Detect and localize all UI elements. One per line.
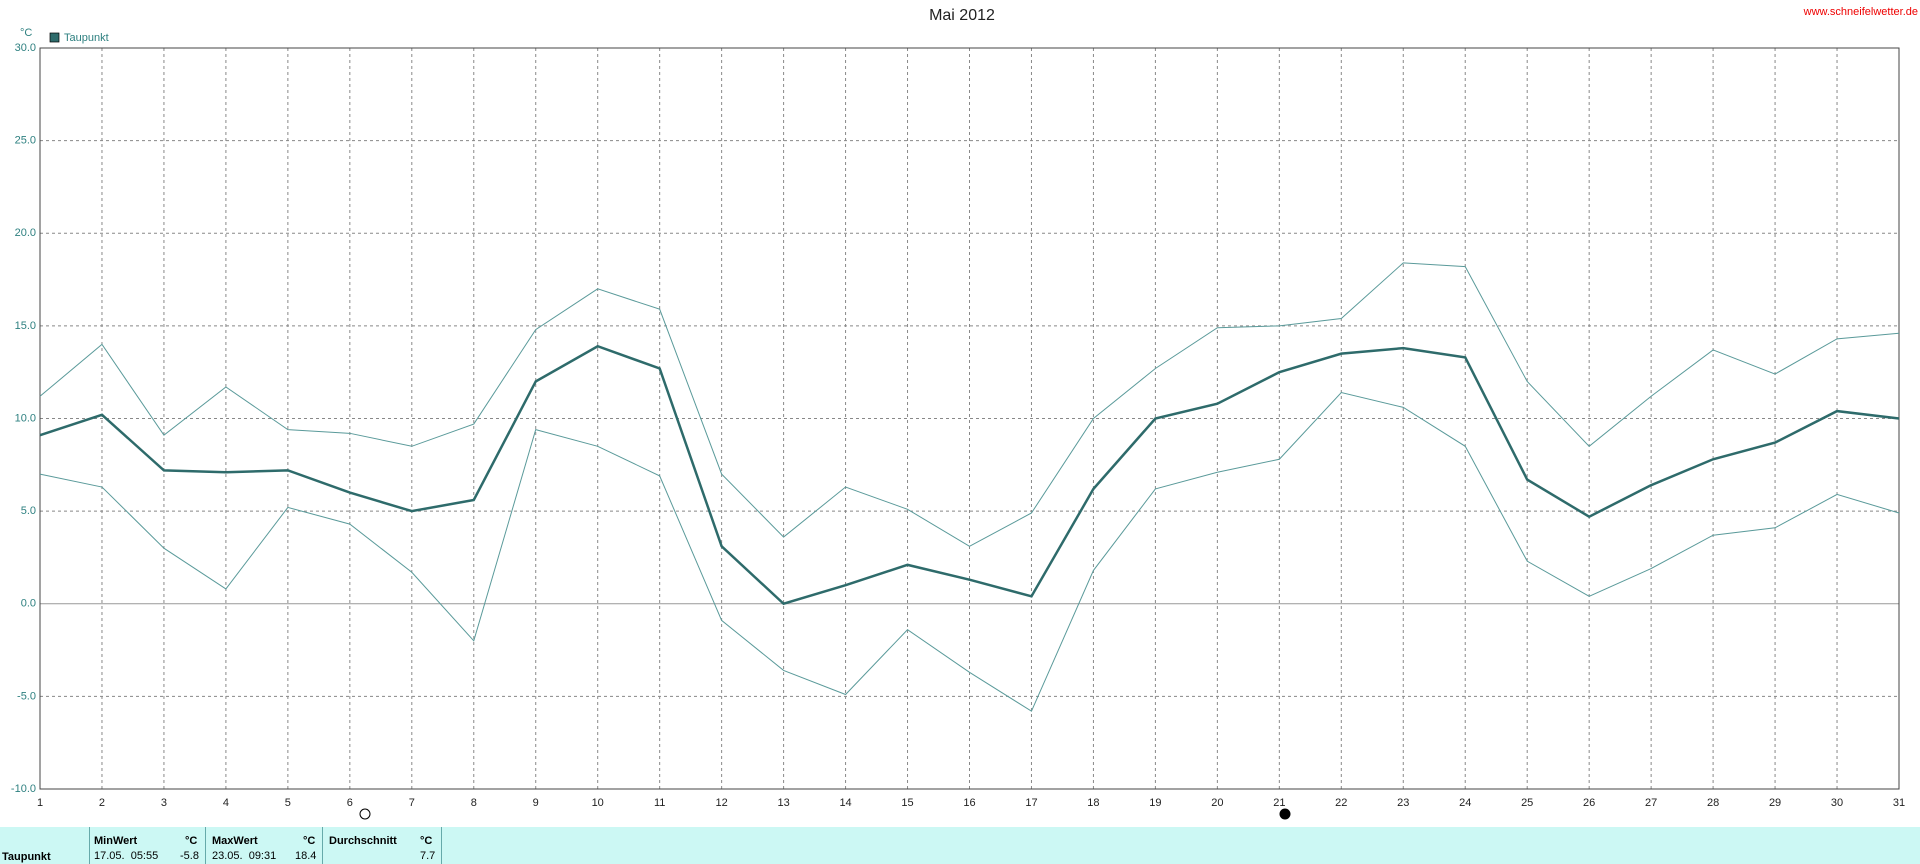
x-tick-label: 15 <box>901 797 913 809</box>
x-tick-label: 27 <box>1645 797 1657 809</box>
y-axis-label: °C <box>20 27 32 39</box>
x-tick-label: 25 <box>1521 797 1533 809</box>
header-cell: °C <box>185 835 198 847</box>
separator <box>205 827 206 864</box>
y-tick-label: 5.0 <box>21 505 36 517</box>
header-cell: MinWert <box>94 835 138 847</box>
source: www.schneifelwetter.de <box>1803 6 1918 18</box>
legend-swatch <box>49 32 60 43</box>
cell: 7.7 <box>420 850 436 862</box>
x-tick-label: 26 <box>1583 797 1595 809</box>
row-label: Taupunkt <box>2 851 51 863</box>
y-tick-label: 0.0 <box>21 598 36 610</box>
separator <box>441 827 442 864</box>
x-tick-label: 24 <box>1459 797 1471 809</box>
header-cell: °C <box>420 835 433 847</box>
x-tick-label: 14 <box>839 797 851 809</box>
chart-title: Mai 2012 <box>929 7 995 24</box>
y-tick-label: 15.0 <box>15 320 36 332</box>
x-tick-label: 3 <box>161 797 167 809</box>
x-tick-label: 4 <box>223 797 229 809</box>
x-tick-label: 28 <box>1707 797 1719 809</box>
chart: Mai 2012 www.schneifelwetter.de °C Taupu… <box>11 6 1918 820</box>
summary-table: MinWert °C MaxWert °C Durchschnitt °C Ta… <box>0 827 1920 864</box>
x-tick-label: 13 <box>777 797 789 809</box>
header-cell: MaxWert <box>212 835 258 847</box>
cell: 17.05. 05:55 <box>94 850 159 862</box>
x-tick-label: 11 <box>654 797 665 809</box>
x-tick-label: 20 <box>1211 797 1223 809</box>
x-tick-label: 10 <box>592 797 604 809</box>
new-moon <box>1279 808 1291 820</box>
series-line <box>39 344 1900 606</box>
series-line <box>39 392 1900 712</box>
series-line <box>39 262 1900 547</box>
x-tick-label: 1 <box>37 797 43 809</box>
x-tick-label: 19 <box>1149 797 1161 809</box>
x-tick-label: 6 <box>347 797 353 809</box>
x-tick-label: 17 <box>1025 797 1037 809</box>
x-tick-label: 22 <box>1335 797 1347 809</box>
x-tick-label: 8 <box>471 797 477 809</box>
y-tick-label: 30.0 <box>15 42 36 54</box>
x-tick-label: 2 <box>99 797 105 809</box>
x-tick-label: 31 <box>1893 797 1905 809</box>
y-tick-label: 25.0 <box>15 135 36 147</box>
y-tick-label: 10.0 <box>15 412 36 424</box>
separator <box>89 827 90 864</box>
x-tick-label: 18 <box>1087 797 1099 809</box>
x-tick-label: 7 <box>409 797 415 809</box>
separator <box>322 827 323 864</box>
x-tick-label: 29 <box>1769 797 1781 809</box>
header-cell: Durchschnitt <box>329 835 397 847</box>
x-tick-label: 16 <box>963 797 975 809</box>
x-tick-label: 12 <box>716 797 728 809</box>
x-tick-label: 30 <box>1831 797 1843 809</box>
y-tick-label: -10.0 <box>11 783 36 795</box>
x-tick-label: 5 <box>285 797 291 809</box>
cell: 18.4 <box>295 850 317 862</box>
y-tick-label: 20.0 <box>15 227 36 239</box>
full-moon <box>359 808 371 820</box>
cell: -5.8 <box>180 850 199 862</box>
y-tick-label: -5.0 <box>17 690 36 702</box>
cell: 23.05. 09:31 <box>212 850 277 862</box>
legend-label: Taupunkt <box>64 32 109 44</box>
x-tick-label: 23 <box>1397 797 1409 809</box>
x-tick-label: 9 <box>533 797 539 809</box>
header-cell: °C <box>303 835 316 847</box>
x-tick-label: 21 <box>1273 797 1285 809</box>
